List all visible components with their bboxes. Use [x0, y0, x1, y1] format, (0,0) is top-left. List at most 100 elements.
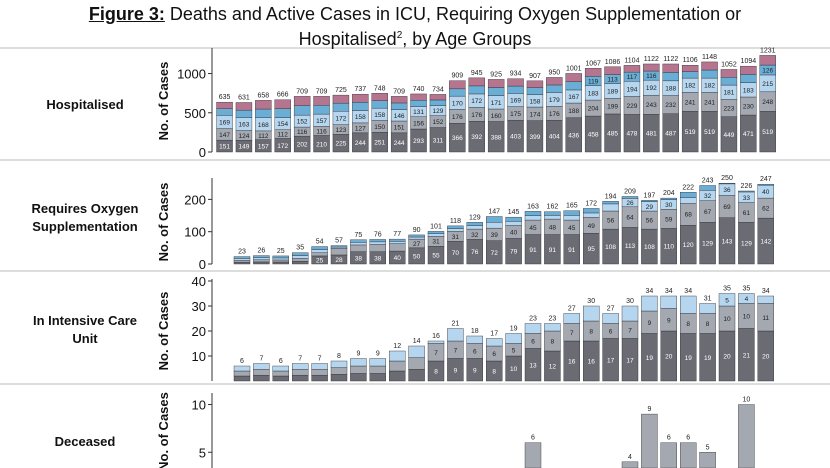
- bar-segment: [583, 212, 600, 218]
- bar-segment: [681, 71, 699, 79]
- figure-label: Figure 3:: [88, 4, 165, 24]
- bar-segment: [311, 374, 328, 382]
- segment-label: 8: [492, 369, 496, 376]
- segment-label: 519: [685, 129, 696, 136]
- segment-label: 519: [762, 129, 773, 136]
- segment-label: 108: [605, 244, 616, 251]
- total-label: 12: [393, 343, 401, 350]
- segment-label: 188: [665, 86, 676, 93]
- segment-label: 129: [702, 241, 713, 248]
- bar-segment: [389, 238, 406, 242]
- row-label: Deceased: [55, 434, 116, 449]
- segment-label: 179: [549, 97, 560, 104]
- segment-label: 168: [258, 122, 269, 129]
- segment-label: 152: [433, 119, 444, 126]
- total-label: 7: [318, 356, 322, 363]
- segment-label: 116: [316, 128, 327, 135]
- total-label: 197: [644, 192, 656, 199]
- total-label: 1104: [624, 57, 639, 64]
- total-label: 748: [374, 85, 386, 92]
- total-label: 635: [219, 94, 231, 101]
- bar-segment: [332, 102, 350, 112]
- segment-label: 59: [665, 216, 673, 223]
- bar-segment: [293, 105, 311, 116]
- segment-label: 91: [529, 247, 537, 254]
- bar-segment: [235, 109, 253, 118]
- bar-segment: [330, 246, 348, 249]
- total-label: 75: [355, 232, 363, 239]
- row-label: Hospitalised: [46, 97, 123, 112]
- segment-label: 20: [723, 354, 731, 361]
- segment-label: 223: [724, 106, 735, 113]
- bar-segment: [216, 101, 233, 109]
- segment-label: 225: [336, 141, 347, 148]
- bar-segment: [330, 245, 348, 248]
- segment-label: 112: [278, 132, 289, 139]
- segment-label: 8: [434, 369, 438, 376]
- segment-label: 19: [685, 355, 693, 362]
- bar-segment: [253, 259, 270, 263]
- bar-segment: [740, 74, 757, 83]
- total-label: 1094: [741, 58, 757, 65]
- total-label: 129: [469, 214, 481, 221]
- segment-label: 157: [316, 118, 327, 125]
- bar-segment: [621, 196, 639, 199]
- segment-label: 10: [743, 314, 751, 321]
- segment-label: 117: [627, 74, 638, 81]
- row-label: Requires Oxygen: [32, 201, 139, 216]
- bar-segment: [757, 295, 774, 304]
- y-tick-label: 200: [184, 192, 206, 207]
- bar-segment: [699, 303, 716, 314]
- bar-segment: [602, 313, 619, 324]
- segment-label: 403: [510, 134, 521, 141]
- segment-label: 32: [471, 232, 479, 239]
- segment-label: 129: [433, 108, 444, 115]
- segment-label: 8: [706, 321, 710, 328]
- total-label: 31: [704, 296, 712, 303]
- bar-segment: [546, 84, 563, 93]
- bar-segment: [466, 222, 483, 226]
- segment-label: 163: [239, 122, 250, 129]
- bar-segment: [447, 328, 464, 342]
- total-label: 1122: [644, 56, 659, 63]
- bar-segment: [604, 66, 621, 75]
- bar-segment: [468, 77, 485, 87]
- total-label: 907: [529, 73, 541, 80]
- total-label: 194: [605, 193, 617, 200]
- segment-label: 19: [704, 355, 712, 362]
- segment-label: 39: [491, 232, 499, 239]
- bar-segment: [681, 65, 699, 72]
- bar-segment: [389, 241, 406, 244]
- total-label: 1052: [721, 61, 737, 68]
- segment-label: 32: [704, 193, 712, 200]
- bar-segment: [272, 370, 289, 377]
- segment-label: 17: [607, 357, 615, 364]
- segment-label: 131: [413, 109, 424, 116]
- segment-label: 182: [704, 83, 715, 90]
- total-label: 925: [490, 71, 502, 78]
- bar-segment: [720, 69, 738, 78]
- segment-label: 157: [258, 143, 269, 150]
- bar-segment: [389, 370, 406, 382]
- segment-label: 19: [646, 355, 654, 362]
- bar-segment: [660, 197, 677, 200]
- segment-label: 40: [510, 230, 518, 237]
- segment-label: 10: [510, 366, 518, 373]
- segment-label: 64: [626, 215, 634, 222]
- segment-label: 449: [724, 132, 735, 139]
- total-label: 709: [393, 88, 405, 95]
- total-label: 101: [430, 223, 442, 230]
- segment-label: 399: [530, 134, 541, 141]
- total-label: 7: [298, 356, 302, 363]
- segment-label: 388: [491, 134, 502, 141]
- segment-label: 244: [394, 140, 405, 147]
- bar-segment: [563, 210, 580, 216]
- bar-segment: [408, 234, 425, 238]
- y-tick-label: 10: [192, 349, 206, 364]
- segment-label: 210: [316, 141, 327, 148]
- bar-segment: [272, 255, 289, 259]
- segment-label: 6: [492, 351, 496, 358]
- figure-title: Figure 3: Deaths and Active Cases in ICU…: [0, 3, 830, 50]
- segment-label: 50: [413, 253, 421, 260]
- segment-label: 471: [743, 131, 754, 138]
